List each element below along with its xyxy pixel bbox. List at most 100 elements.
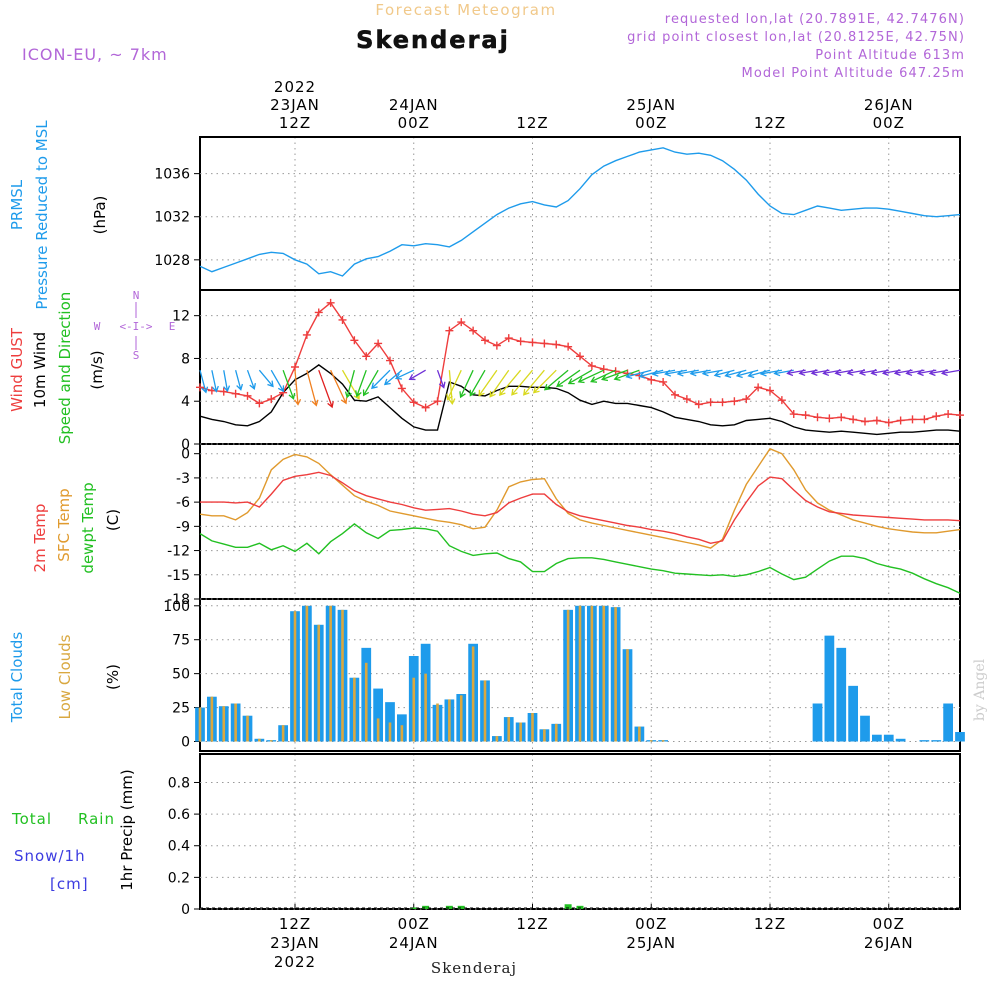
wind-arrow [371,369,391,390]
wind-gust-line [199,301,961,424]
xtick-label-bottom: 00Z [873,915,905,933]
precip-axis-label: 1hr Precip (mm) [118,769,136,890]
low-cloud-bar [519,722,522,742]
ytick-label: -9 [176,519,190,535]
gust-marker [777,396,786,405]
sfc-temp-label: SFC Temp [55,488,73,561]
xtick-label-top: 12Z [754,114,786,132]
gust-marker [694,400,703,409]
wind-arrow [294,370,302,406]
gust-marker [682,395,691,404]
wind-arrow [724,369,747,378]
total-cloud-bar [385,702,395,742]
rain-bar [576,905,584,909]
wind-arrow [638,369,664,379]
wind-arrow [306,370,319,407]
wind-arrow [689,369,711,377]
panel-frame [199,136,961,291]
total-cloud-bar [919,740,930,742]
wind-arrow [223,370,231,393]
total-cloud-bar [836,647,847,742]
low-cloud-bar [246,715,249,742]
ytick-label: 4 [181,394,190,410]
low-cloud-bar [626,649,629,742]
low-cloud-bar [602,605,606,742]
compass-w: W [94,320,101,333]
total-cloud-bar [955,732,965,742]
gust-marker [706,398,715,407]
low-cloud-bar [222,706,226,742]
low-cloud-bar [364,662,368,742]
gust-marker [397,384,406,393]
wind-arrow [355,369,367,398]
gust-marker [231,389,240,398]
wind-arrow [651,369,676,377]
low-cloud-bar [566,609,570,742]
gust-marker [338,315,347,324]
wind-arrow [459,369,474,399]
wind-arrow [258,369,274,388]
ytick-label: 100 [163,599,190,615]
panel-frame [199,289,961,445]
wind-arrow [282,369,296,400]
wind-arrow [676,369,699,377]
wind-gust-label: Wind GUST [8,327,26,412]
wind-arrow [436,369,446,389]
prmsl-line [199,147,961,277]
rain-bar [410,907,418,909]
gust-marker [884,418,893,427]
ytick-label: -12 [167,544,190,560]
pressure-labels: PRMSL Pressure Reduced to MSL (hPa) [8,120,109,310]
gust-marker [516,337,525,346]
wind-arrow [735,369,759,379]
gust-marker [421,403,430,412]
compass-n: N [133,289,140,302]
wind-arrow [394,369,415,380]
low-cloud-bar [543,729,546,742]
low-cloud-bar [661,740,665,742]
ytick-label: 1032 [154,210,190,226]
hpa-label: (hPa) [91,196,109,235]
low-cloud-bar [198,707,202,742]
gust-marker [481,336,489,345]
low-cloud-bar [341,609,344,742]
gust-marker [718,398,727,407]
gust-marker [552,340,561,349]
low-cloud-bar [495,736,499,742]
gust-marker [409,398,418,407]
xtick-label-top: 00Z [873,114,905,132]
2m-temp-label: 2m Temp [31,504,49,573]
xtick-label-bottom: 23JAN [270,934,320,952]
gust-marker [730,397,739,406]
xtick-label-top: 2022 [274,78,316,96]
xtick-label-top: 00Z [635,114,667,132]
total-cloud-bar [943,703,953,742]
gust-marker [861,417,869,426]
gust-marker [219,387,228,396]
panel-frame [199,443,961,600]
cloud-labels: Total Clouds Low Clouds (%) [8,632,122,724]
low-cloud-bar [269,740,273,742]
snow-label: Snow/1h [14,847,86,865]
low-clouds-label: Low Clouds [56,634,74,719]
gust-marker [908,415,917,424]
ytick-label: 0.2 [168,870,190,886]
gust-marker [504,334,513,343]
low-cloud-bar [281,725,285,742]
point-altitude: Point Altitude 613m [815,48,965,63]
low-cloud-bar [293,611,297,742]
ytick-label: 8 [181,351,190,367]
location-title: Skenderaj [356,26,510,54]
sfc-temp-line [199,447,961,549]
rain-bar [422,905,430,909]
wind-arrow [747,369,771,379]
xtick-label-top: 24JAN [389,96,439,114]
gust-marker [386,356,394,365]
wind-arrow [613,369,640,381]
gust-marker [872,416,881,425]
ytick-label: 0 [181,447,190,463]
low-cloud-bar [376,718,380,742]
ytick-label: 1036 [154,167,190,183]
credit-watermark: by Angel [972,658,988,721]
ytick-label: 0 [181,902,190,918]
